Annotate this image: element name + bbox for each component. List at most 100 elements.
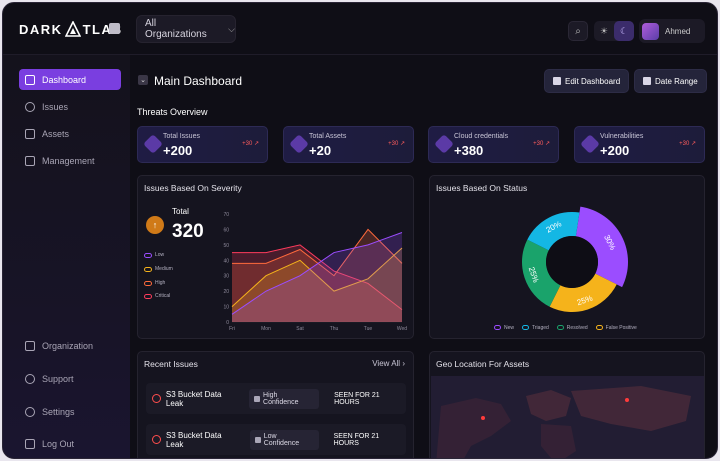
status-legend: New Triaged Resolved False Positive xyxy=(494,325,637,331)
page-title: Main Dashboard xyxy=(154,74,243,88)
view-all-label: View All xyxy=(372,359,401,368)
list-item[interactable]: S3 Bucket Data Leak Low Confidence SEEN … xyxy=(146,424,406,455)
legend-label: Low xyxy=(155,252,165,258)
series-line-critical xyxy=(232,244,403,311)
sidebar-item-settings[interactable]: Settings xyxy=(19,401,121,422)
stat-card-total-assets[interactable]: Total Assets +20 +30 ↗ xyxy=(283,126,414,163)
stat-value: +200 xyxy=(600,143,630,158)
chevron-right-icon: › xyxy=(402,359,405,368)
stat-label: Total Issues xyxy=(163,133,200,140)
geo-panel-title: Geo Location For Assets xyxy=(436,359,530,369)
map-marker[interactable] xyxy=(481,416,485,420)
series-area-critical xyxy=(232,244,402,322)
legend-label: False Positive xyxy=(605,325,637,331)
severity-panel: Issues Based On Severity ↑ Total 320 Low… xyxy=(137,175,414,339)
shield-icon xyxy=(143,134,163,154)
logo-text-left: DARK xyxy=(19,21,63,37)
stat-delta: +30 ↗ xyxy=(679,140,696,147)
series-line-low xyxy=(231,232,403,315)
legend-label: Triaged xyxy=(532,325,549,331)
sidebar-item-dashboard[interactable]: Dashboard xyxy=(19,69,121,90)
x-tick-label: Tue xyxy=(364,326,373,332)
user-menu[interactable]: Ahmed xyxy=(639,19,705,43)
sidebar-item-assets[interactable]: Assets xyxy=(19,123,121,144)
sidebar-item-label: Organization xyxy=(42,340,94,351)
sidebar-item-issues[interactable]: Issues xyxy=(19,96,121,117)
total-value: 320 xyxy=(172,221,204,242)
sidebar-item-support[interactable]: Support xyxy=(19,368,121,389)
donut-slice-triaged xyxy=(527,212,580,251)
x-tick-label: Wed xyxy=(397,326,407,332)
organization-select[interactable]: All Organizations ⌵ xyxy=(136,15,236,43)
series-line-high xyxy=(232,228,403,277)
edit-dashboard-label: Edit Dashboard xyxy=(565,76,621,86)
legend-swatch xyxy=(144,280,152,286)
avatar xyxy=(642,22,659,40)
legend-swatch xyxy=(144,266,152,272)
sidebar-item-label: Log Out xyxy=(42,438,75,449)
y-tick-label: 60 xyxy=(223,227,229,233)
recent-issues-title: Recent Issues xyxy=(144,359,198,369)
status-donut-chart: 30%25%25%20% xyxy=(522,206,628,312)
stat-label: Total Assets xyxy=(309,133,347,140)
series-area-low xyxy=(232,232,402,322)
legend-label: Medium xyxy=(155,266,173,272)
confidence-badge: Low Confidence xyxy=(249,429,319,450)
legend-swatch xyxy=(556,325,564,331)
donut-slice-false-positive xyxy=(549,273,617,312)
sidebar-item-organization[interactable]: Organization xyxy=(19,335,121,356)
home-icon xyxy=(25,74,35,85)
view-all-link[interactable]: View All › xyxy=(372,359,405,368)
search-button[interactable]: ⌕ xyxy=(568,21,588,41)
main-content: ⌄ Main Dashboard Edit Dashboard Date Ran… xyxy=(130,55,717,458)
date-range-button[interactable]: Date Range xyxy=(634,69,707,93)
logo-mark-icon xyxy=(64,21,81,37)
sidebar-item-label: Dashboard xyxy=(42,74,87,85)
search-icon: ⌕ xyxy=(575,25,581,37)
logo[interactable]: DARK TLAS xyxy=(19,21,123,37)
trend-up-icon: ↗ xyxy=(544,141,550,147)
legend-swatch xyxy=(522,325,530,331)
legend-swatch xyxy=(144,293,152,299)
confidence-icon xyxy=(254,395,261,402)
legend-label: High xyxy=(155,280,166,286)
stat-value: +380 xyxy=(454,143,484,158)
world-map-graphic xyxy=(436,386,691,458)
severity-area-chart: 0 10 20 30 40 50 60 70 Fri Mon Sat Thu Tue Wed xyxy=(223,212,407,332)
map-marker[interactable] xyxy=(625,398,629,402)
edit-dashboard-button[interactable]: Edit Dashboard xyxy=(544,69,630,93)
stat-delta: +30 ↗ xyxy=(388,140,405,147)
sidebar-item-management[interactable]: Management xyxy=(19,150,121,171)
legend-critical: Critical xyxy=(144,293,170,299)
stat-card-total-issues[interactable]: Total Issues +200 +30 ↗ xyxy=(137,126,268,163)
stat-delta: +30 ↗ xyxy=(533,140,550,147)
sidebar-item-logout[interactable]: Log Out xyxy=(19,433,121,454)
stat-card-cloud-credentials[interactable]: Cloud credentials +380 +30 ↗ xyxy=(428,126,559,163)
sun-icon[interactable]: ☀ xyxy=(599,25,609,36)
theme-toggle[interactable]: ☀ ☾ xyxy=(594,21,634,41)
list-item[interactable]: S3 Bucket Data Leak High Confidence SEEN… xyxy=(146,383,406,414)
stat-delta-value: +30 xyxy=(679,141,690,147)
world-map[interactable] xyxy=(431,376,704,458)
logout-icon xyxy=(25,438,35,449)
legend-resolved: Resolved xyxy=(556,325,588,331)
stat-label: Cloud credentials xyxy=(454,133,509,140)
alert-circle-icon xyxy=(25,101,35,112)
menu-icon[interactable] xyxy=(109,23,120,34)
donut-hole xyxy=(546,236,598,288)
tree-icon xyxy=(434,134,454,154)
collapse-toggle[interactable]: ⌄ xyxy=(138,75,148,85)
date-range-label: Date Range xyxy=(655,76,698,86)
stat-delta-value: +30 xyxy=(388,141,399,147)
recent-issues-panel: Recent Issues View All › S3 Bucket Data … xyxy=(137,351,414,458)
issue-title: S3 Bucket Data Leak xyxy=(165,389,222,408)
confidence-badge: High Confidence xyxy=(249,388,320,409)
legend-low: Low xyxy=(144,252,164,258)
seen-duration: SEEN FOR 21 HOURS xyxy=(333,432,380,447)
status-panel-title: Issues Based On Status xyxy=(436,183,528,193)
stat-card-vulnerabilities[interactable]: Vulnerabilities +200 +30 ↗ xyxy=(574,126,705,163)
sidebar-item-label: Settings xyxy=(42,406,75,417)
chevron-down-icon: ⌵ xyxy=(228,23,235,34)
moon-icon[interactable]: ☾ xyxy=(614,21,634,41)
